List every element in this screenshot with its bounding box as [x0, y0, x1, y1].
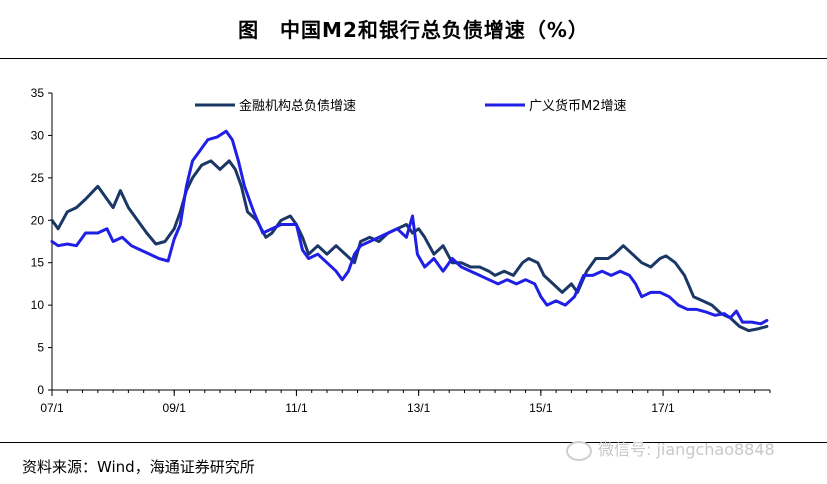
legend-label-1: 金融机构总负债增速: [239, 98, 356, 114]
x-tick-label: 09/1: [163, 401, 187, 415]
source-note: 资料来源：Wind，海通证券研究所: [22, 458, 255, 476]
x-tick-label: 13/1: [407, 401, 431, 415]
y-tick-label: 15: [31, 256, 45, 270]
series-group: [50, 129, 769, 333]
y-tick-label: 10: [31, 298, 45, 312]
series-line-1: [50, 159, 769, 333]
y-tick-label: 20: [31, 213, 45, 227]
legend: 金融机构总负债增速 广义货币M2增速: [195, 98, 627, 114]
watermark: 微信号: jiangchao8848: [566, 436, 775, 461]
x-tick-label: 11/1: [285, 401, 308, 415]
chart-title: 图 中国M2和银行总负债增速（%）: [238, 18, 589, 42]
axes-group: 0 5 10 15 20 25 30 35 07/1 09/1 11/1 13/1 15/1 17/1: [31, 86, 771, 415]
x-tick-label: 17/1: [651, 401, 675, 415]
y-tick-label: 35: [31, 86, 45, 100]
y-tick-label: 5: [37, 341, 44, 355]
wechat-icon: [566, 440, 592, 461]
source-rule: [0, 442, 827, 443]
y-tick-label: 30: [31, 128, 45, 142]
title-rule: [0, 58, 827, 59]
x-tick-label: 07/1: [40, 401, 64, 415]
y-tick-label: 0: [37, 383, 44, 397]
x-tick-label: 15/1: [529, 401, 553, 415]
series-line-2: [50, 129, 769, 326]
watermark-text: 微信号: jiangchao8848: [598, 440, 775, 459]
y-tick-label: 25: [31, 171, 45, 185]
legend-label-2: 广义货币M2增速: [529, 98, 627, 114]
